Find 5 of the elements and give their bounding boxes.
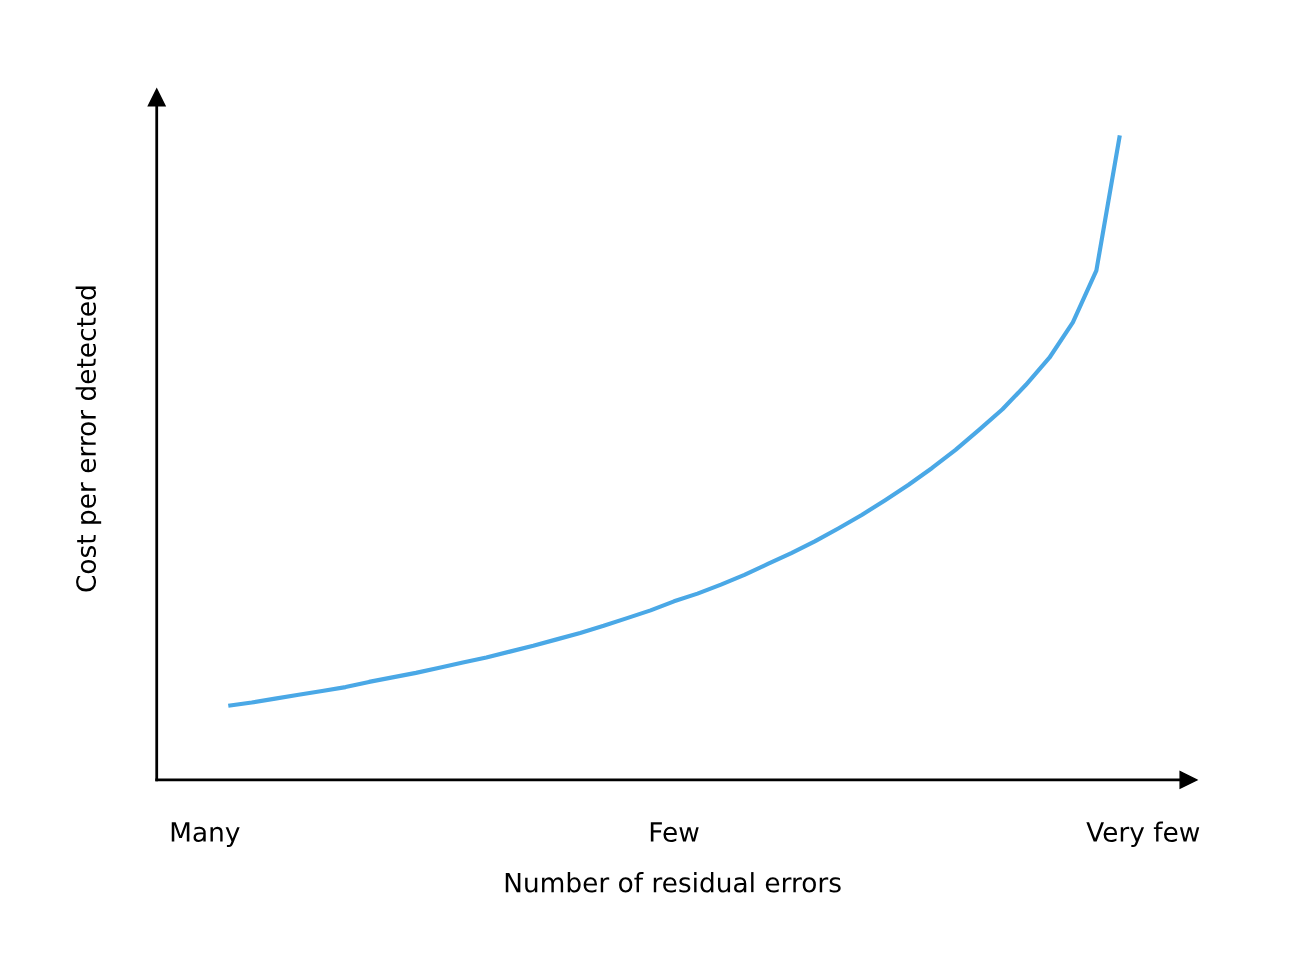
x-tick-label: Very few — [1086, 821, 1200, 848]
x-tick-label: Many — [171, 822, 240, 848]
x-axis-title: Number of residual errors — [505, 872, 841, 893]
x-tick-label: Few — [650, 822, 699, 842]
y-axis-title: Cost per error detected — [75, 286, 102, 592]
